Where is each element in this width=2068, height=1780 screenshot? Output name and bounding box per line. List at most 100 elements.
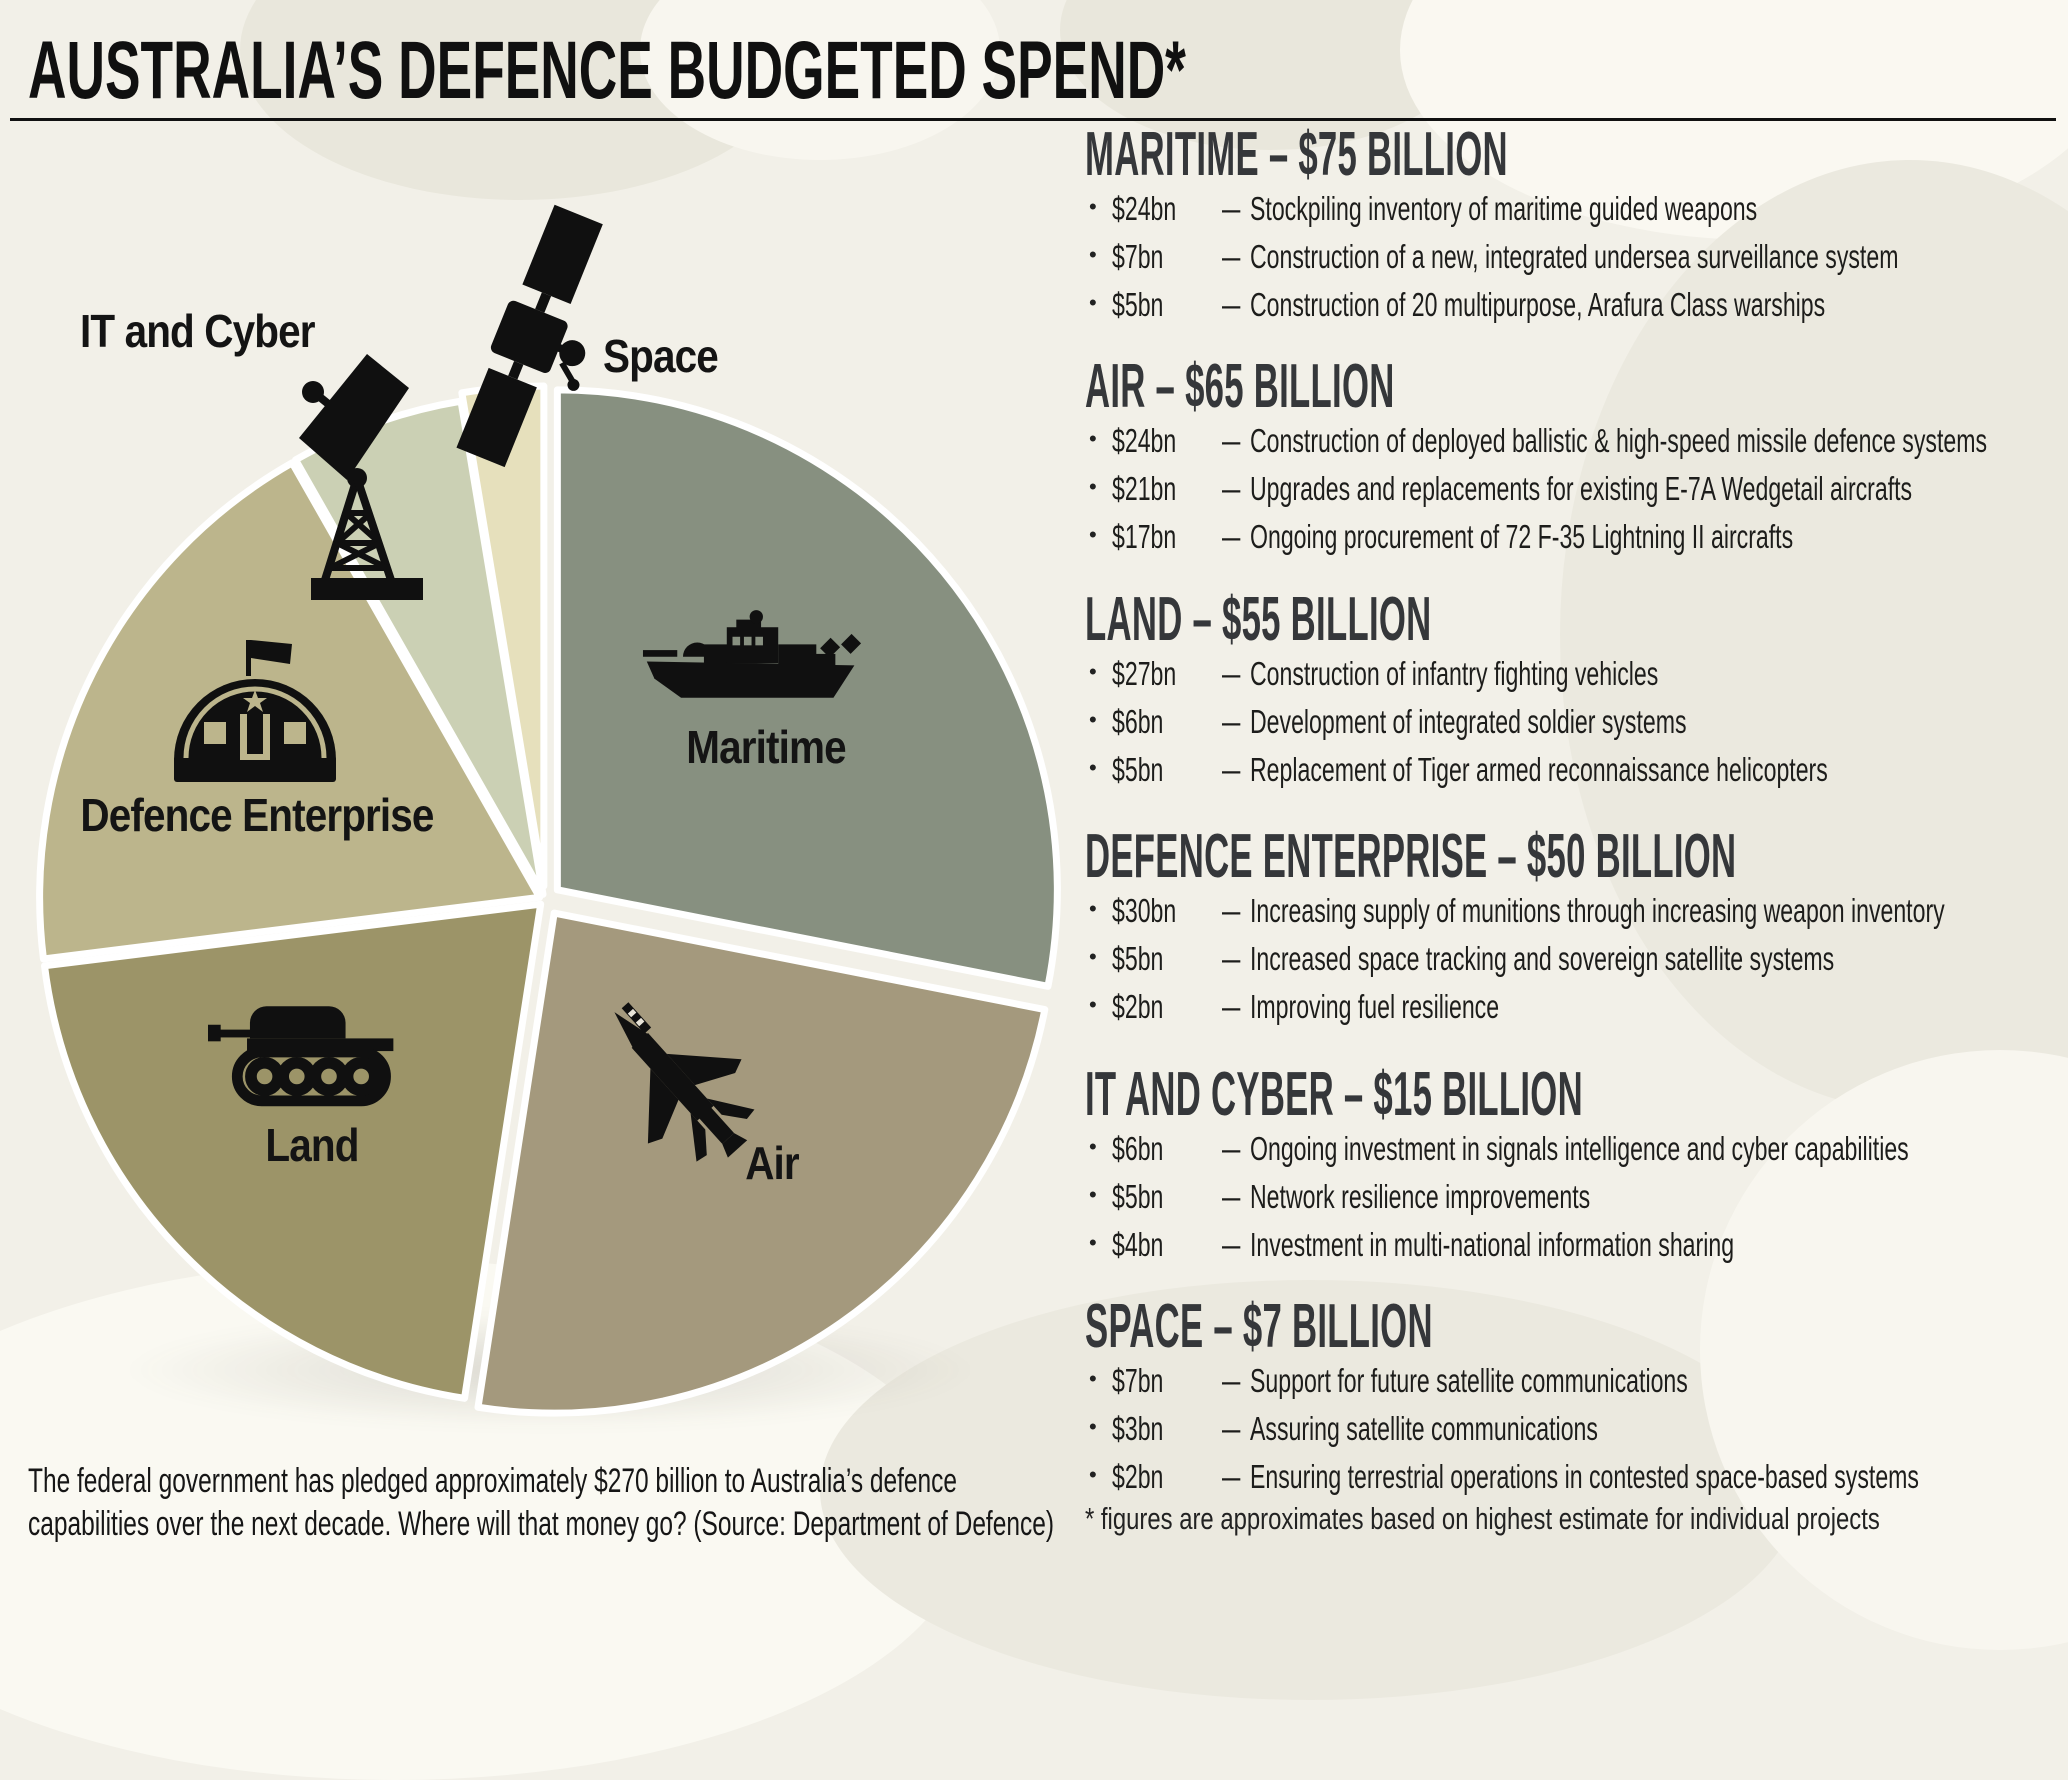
item-dash: – xyxy=(1222,892,1241,929)
item-description: Development of integrated soldier system… xyxy=(1250,703,1687,740)
budget-item-row: • $6bn – Development of integrated soldi… xyxy=(1085,699,2068,747)
item-amount: $24bn xyxy=(1112,422,1177,459)
intro-note-line2: capabilities over the next decade. Where… xyxy=(28,1505,1054,1543)
item-amount: $17bn xyxy=(1112,518,1177,555)
section-heading: SPACE – $7 BILLION xyxy=(1085,1292,1433,1361)
item-amount: $7bn xyxy=(1112,1362,1164,1399)
bullet-icon: • xyxy=(1089,290,1097,315)
section-item-list: • $27bn – Construction of infantry fight… xyxy=(1085,651,2068,795)
footnote: * figures are approximates based on high… xyxy=(1085,1501,1880,1536)
budget-item-row: • $6bn – Ongoing investment in signals i… xyxy=(1085,1126,2068,1174)
radar-dish-tower-icon xyxy=(299,354,423,600)
item-amount: $4bn xyxy=(1112,1226,1164,1263)
bullet-icon: • xyxy=(1089,1462,1097,1487)
budget-item-row: • $24bn – Stockpiling inventory of marit… xyxy=(1085,186,2068,234)
item-dash: – xyxy=(1222,470,1241,507)
spend-section-defence-enterprise: DEFENCE ENTERPRISE – $50 BILLION • $30bn… xyxy=(1085,822,2068,1026)
spend-section-maritime: MARITIME – $75 BILLION • $24bn – Stockpi… xyxy=(1085,120,2068,324)
item-description: Construction of deployed ballistic & hig… xyxy=(1250,422,1988,459)
budget-item-row: • $27bn – Construction of infantry fight… xyxy=(1085,651,2068,699)
item-amount: $6bn xyxy=(1112,1130,1164,1167)
bullet-icon: • xyxy=(1089,1134,1097,1159)
budget-item-row: • $3bn – Assuring satellite communicatio… xyxy=(1085,1406,2068,1454)
item-amount: $5bn xyxy=(1112,940,1164,977)
item-amount: $27bn xyxy=(1112,655,1177,692)
item-description: Ongoing procurement of 72 F-35 Lightning… xyxy=(1250,518,1794,555)
item-amount: $3bn xyxy=(1112,1410,1164,1447)
pie-label-defence-enterprise: Defence Enterprise xyxy=(80,789,434,841)
budget-item-row: • $30bn – Increasing supply of munitions… xyxy=(1085,888,2068,936)
budget-item-row: • $5bn – Replacement of Tiger armed reco… xyxy=(1085,747,2068,795)
bullet-icon: • xyxy=(1089,896,1097,921)
section-heading: DEFENCE ENTERPRISE – $50 BILLION xyxy=(1085,822,1737,891)
item-dash: – xyxy=(1222,1130,1241,1167)
section-item-list: • $24bn – Construction of deployed balli… xyxy=(1085,418,2068,562)
item-amount: $24bn xyxy=(1112,190,1177,227)
military-hut-icon xyxy=(174,640,336,782)
item-dash: – xyxy=(1222,988,1241,1025)
item-amount: $30bn xyxy=(1112,892,1177,929)
satellite-icon xyxy=(456,204,603,468)
budget-item-row: • $4bn – Investment in multi-national in… xyxy=(1085,1222,2068,1270)
warship-icon xyxy=(642,610,862,698)
section-heading: LAND – $55 BILLION xyxy=(1085,585,1432,654)
item-description: Improving fuel resilience xyxy=(1250,988,1500,1025)
item-description: Network resilience improvements xyxy=(1250,1178,1591,1215)
item-dash: – xyxy=(1222,1458,1241,1495)
bullet-icon: • xyxy=(1089,992,1097,1017)
item-amount: $21bn xyxy=(1112,470,1177,507)
item-dash: – xyxy=(1222,238,1241,275)
item-description: Stockpiling inventory of maritime guided… xyxy=(1250,190,1758,227)
item-amount: $2bn xyxy=(1112,988,1164,1025)
bullet-icon: • xyxy=(1089,944,1097,969)
item-description: Increased space tracking and sovereign s… xyxy=(1250,940,1835,977)
pie-label-it-and-cyber: IT and Cyber xyxy=(80,305,315,357)
item-dash: – xyxy=(1222,1178,1241,1215)
item-dash: – xyxy=(1222,655,1241,692)
budget-item-row: • $7bn – Support for future satellite co… xyxy=(1085,1358,2068,1406)
bullet-icon: • xyxy=(1089,1182,1097,1207)
section-heading: MARITIME – $75 BILLION xyxy=(1085,120,1508,189)
bullet-icon: • xyxy=(1089,707,1097,732)
tank-icon xyxy=(208,1006,394,1107)
intro-note-line1: The federal government has pledged appro… xyxy=(28,1462,958,1500)
section-heading: IT AND CYBER – $15 BILLION xyxy=(1085,1060,1583,1129)
bullet-icon: • xyxy=(1089,242,1097,267)
budget-item-row: • $2bn – Improving fuel resilience xyxy=(1085,984,2068,1032)
item-description: Construction of infantry fighting vehicl… xyxy=(1250,655,1659,692)
budget-item-row: • $2bn – Ensuring terrestrial operations… xyxy=(1085,1454,2068,1502)
bullet-icon: • xyxy=(1089,1414,1097,1439)
pie-label-space: Space xyxy=(603,330,719,382)
item-dash: – xyxy=(1222,703,1241,740)
item-dash: – xyxy=(1222,1410,1241,1447)
fighter-jet-icon xyxy=(614,1002,755,1162)
spend-section-it-and-cyber: IT AND CYBER – $15 BILLION • $6bn – Ongo… xyxy=(1085,1060,2068,1264)
item-description: Upgrades and replacements for existing E… xyxy=(1250,470,1913,507)
pie-label-land: Land xyxy=(265,1119,359,1171)
item-description: Investment in multi-national information… xyxy=(1250,1226,1735,1263)
spend-section-air: AIR – $65 BILLION • $24bn – Construction… xyxy=(1085,352,2068,556)
item-amount: $6bn xyxy=(1112,703,1164,740)
item-amount: $5bn xyxy=(1112,751,1164,788)
item-dash: – xyxy=(1222,751,1241,788)
item-description: Support for future satellite communicati… xyxy=(1250,1362,1688,1399)
bullet-icon: • xyxy=(1089,659,1097,684)
section-item-list: • $30bn – Increasing supply of munitions… xyxy=(1085,888,2068,1032)
item-description: Ongoing investment in signals intelligen… xyxy=(1250,1130,1909,1167)
budget-item-row: • $5bn – Construction of 20 multipurpose… xyxy=(1085,282,2068,330)
item-description: Increasing supply of munitions through i… xyxy=(1250,892,1945,929)
spend-section-space: SPACE – $7 BILLION • $7bn – Support for … xyxy=(1085,1292,2068,1496)
section-item-list: • $6bn – Ongoing investment in signals i… xyxy=(1085,1126,2068,1270)
budget-item-row: • $21bn – Upgrades and replacements for … xyxy=(1085,466,2068,514)
item-dash: – xyxy=(1222,1226,1241,1263)
bullet-icon: • xyxy=(1089,194,1097,219)
pie-label-air: Air xyxy=(745,1137,799,1189)
section-heading: AIR – $65 BILLION xyxy=(1085,352,1395,421)
title-underline xyxy=(10,118,2056,121)
budget-item-row: • $24bn – Construction of deployed balli… xyxy=(1085,418,2068,466)
item-description: Construction of 20 multipurpose, Arafura… xyxy=(1250,286,1826,323)
section-item-list: • $7bn – Support for future satellite co… xyxy=(1085,1358,2068,1502)
item-description: Construction of a new, integrated unders… xyxy=(1250,238,1899,275)
page-title: AUSTRALIA’S DEFENCE BUDGETED SPEND* xyxy=(28,25,1186,116)
budget-item-row: • $5bn – Increased space tracking and so… xyxy=(1085,936,2068,984)
